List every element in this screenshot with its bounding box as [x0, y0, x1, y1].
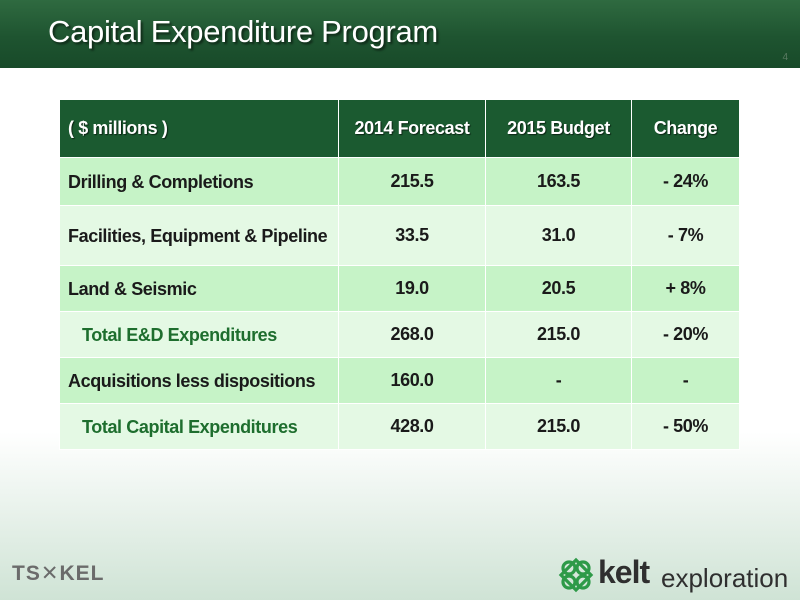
slide-title: Capital Expenditure Program [48, 14, 438, 49]
table-row: Drilling & Completions 215.5 163.5 - 24% [59, 157, 740, 206]
tsx-x-mark-icon: ✕ [40, 562, 60, 585]
table-row-total-ed: Total E&D Expenditures 268.0 215.0 - 20% [59, 311, 740, 358]
capex-table: ( $ millions ) 2014 Forecast 2015 Budget… [59, 99, 740, 450]
forecast-2014-cell: 19.0 [338, 265, 486, 312]
forecast-2014-cell: 428.0 [338, 403, 486, 450]
row-label: Drilling & Completions [59, 157, 339, 206]
change-cell: - 7% [631, 205, 740, 266]
header-change: Change [631, 99, 740, 158]
exploration-wordmark: exploration [661, 563, 789, 593]
header-2015-budget: 2015 Budget [485, 99, 632, 158]
table-row: Facilities, Equipment & Pipeline 33.5 31… [59, 205, 740, 266]
header-units: ( $ millions ) [59, 99, 339, 158]
budget-2015-cell: 20.5 [485, 265, 632, 312]
row-label: Land & Seismic [59, 265, 339, 312]
table-row-total-capital: Total Capital Expenditures 428.0 215.0 -… [59, 403, 740, 450]
change-cell: + 8% [631, 265, 740, 312]
tsx-logo-right: KEL [59, 562, 105, 585]
budget-2015-cell: 31.0 [485, 205, 632, 266]
change-cell: - [631, 357, 740, 404]
celtic-knot-icon [558, 557, 594, 593]
forecast-2014-cell: 268.0 [338, 311, 486, 358]
header-2014-forecast: 2014 Forecast [338, 99, 486, 158]
forecast-2014-cell: 33.5 [338, 205, 486, 266]
row-label: Acquisitions less dispositions [59, 357, 339, 404]
row-label: Total E&D Expenditures [59, 311, 339, 358]
forecast-2014-cell: 160.0 [338, 357, 486, 404]
kelt-wordmark: kelt [598, 554, 650, 590]
change-cell: - 20% [631, 311, 740, 358]
page-number: 4 [782, 52, 788, 63]
row-label: Total Capital Expenditures [59, 403, 339, 450]
budget-2015-cell: 215.0 [485, 403, 632, 450]
table-header-row: ( $ millions ) 2014 Forecast 2015 Budget… [59, 99, 740, 158]
change-cell: - 24% [631, 157, 740, 206]
budget-2015-cell: 215.0 [485, 311, 632, 358]
table-row: Land & Seismic 19.0 20.5 + 8% [59, 265, 740, 312]
forecast-2014-cell: 215.5 [338, 157, 486, 206]
tsx-kel-logo: TS✕KEL [12, 561, 104, 586]
tsx-logo-left: TS [12, 562, 41, 585]
budget-2015-cell: 163.5 [485, 157, 632, 206]
budget-2015-cell: - [485, 357, 632, 404]
table-row: Acquisitions less dispositions 160.0 - - [59, 357, 740, 404]
title-bar: Capital Expenditure Program [0, 0, 800, 68]
row-label: Facilities, Equipment & Pipeline [59, 205, 339, 266]
change-cell: - 50% [631, 403, 740, 450]
